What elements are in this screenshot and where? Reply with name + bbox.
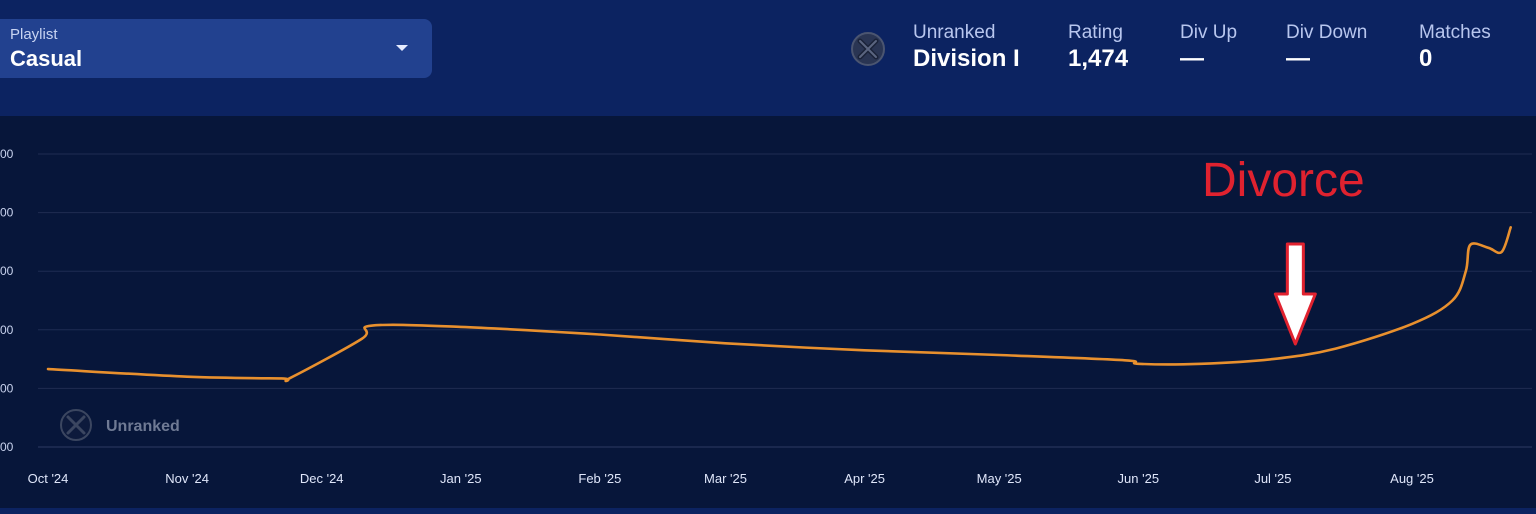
stat-division-label: Unranked [913, 22, 996, 43]
stat-rating-label: Rating [1068, 22, 1123, 43]
stat-div-down-label: Div Down [1286, 22, 1368, 43]
rating-series-line [46, 226, 1512, 383]
header-bar: Playlist Casual Unranked Division I Rati… [0, 0, 1536, 116]
stat-matches-value: 0 [1419, 45, 1433, 72]
stat-div-down-value: — [1286, 45, 1310, 72]
y-tick-label: 00 [0, 147, 14, 161]
playlist-value: Casual [10, 46, 83, 71]
x-tick-label: May '25 [977, 471, 1022, 486]
chevron-down-icon[interactable] [396, 45, 408, 51]
stat-div-down: Div Down — [1286, 22, 1367, 73]
playlist-label: Playlist [10, 26, 58, 43]
y-tick-label: 00 [0, 440, 14, 454]
unranked-x-icon [851, 32, 885, 66]
x-tick-label: Apr '25 [844, 471, 885, 486]
chart-panel: 00 00 00 00 00 00 Oct '24 Nov '24 Dec '24 Jan '2… [0, 116, 1536, 508]
y-tick-labels: 00 00 00 00 00 00 [0, 147, 14, 454]
playlist-dropdown[interactable]: Playlist Casual [0, 19, 432, 78]
stat-division-value: Division I [913, 45, 1020, 72]
annotation-arrow-icon [1273, 242, 1317, 346]
stat-division: Unranked Division I [913, 22, 1020, 73]
rating-line-chart: 00 00 00 00 00 00 Oct '24 Nov '24 Dec '24 Jan '2… [0, 147, 1532, 486]
x-tick-label: Feb '25 [578, 471, 621, 486]
x-tick-label: Oct '24 [28, 471, 69, 486]
x-tick-label: Aug '25 [1390, 471, 1434, 486]
y-tick-label: 00 [0, 323, 14, 337]
stat-div-up: Div Up — [1180, 22, 1237, 73]
stat-div-up-value: — [1180, 45, 1204, 72]
x-tick-label: Mar '25 [704, 471, 747, 486]
stat-div-up-label: Div Up [1180, 22, 1238, 43]
stat-matches: Matches 0 [1419, 22, 1491, 73]
y-tick-label: 00 [0, 381, 14, 395]
x-tick-label: Jun '25 [1118, 471, 1160, 486]
legend-badge: Unranked [60, 409, 180, 441]
legend-badge-label: Unranked [106, 418, 180, 435]
x-tick-label: Dec '24 [300, 471, 344, 486]
y-tick-label: 00 [0, 264, 14, 278]
stat-rating: Rating 1,474 [1068, 22, 1128, 73]
x-tick-labels: Oct '24 Nov '24 Dec '24 Jan '25 Feb '25 Mar '… [28, 471, 1434, 486]
x-tick-label: Jan '25 [440, 471, 482, 486]
stat-rating-value: 1,474 [1068, 45, 1129, 72]
annotation-text: Divorce [1202, 154, 1365, 207]
grid-lines [38, 153, 1532, 448]
x-tick-label: Jul '25 [1254, 471, 1291, 486]
x-tick-label: Nov '24 [165, 471, 209, 486]
y-tick-label: 00 [0, 206, 14, 220]
unranked-x-icon [60, 409, 92, 441]
bottom-strip [0, 508, 1536, 514]
stat-matches-label: Matches [1419, 22, 1491, 43]
